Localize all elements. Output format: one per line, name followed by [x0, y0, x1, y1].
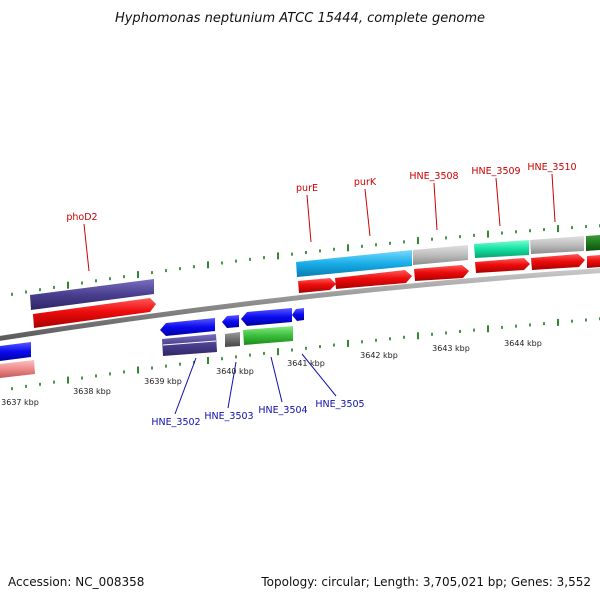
kbp-label: 3640 kbp: [216, 367, 254, 376]
leader-HNE_3504: [270, 356, 283, 403]
label-purK[interactable]: purK: [354, 177, 377, 188]
cds-HNE_3509[interactable]: [475, 258, 530, 273]
cds-edge-red[interactable]: [587, 255, 600, 268]
cds-HNE_3504[interactable]: [241, 308, 292, 326]
gene-HNE_3502[interactable]: [162, 334, 217, 356]
gene-phoD2[interactable]: [30, 279, 154, 310]
cds-HNE_3510[interactable]: [531, 254, 585, 270]
reverse-gene-labels: HNE_3502 HNE_3503 HNE_3504 HNE_3505: [151, 399, 364, 428]
gene-HNE_3510[interactable]: [530, 236, 584, 254]
cds-HNE_3505[interactable]: [292, 308, 304, 321]
leader-HNE_3508: [433, 182, 438, 231]
label-HNE_3509[interactable]: HNE_3509: [471, 166, 520, 177]
label-HNE_3508[interactable]: HNE_3508: [409, 171, 458, 182]
reverse-strand-features: [0, 308, 304, 378]
kbp-label: 3643 kbp: [432, 344, 470, 353]
label-leaders: [83, 173, 556, 415]
kbp-label: 3638 kbp: [73, 387, 111, 396]
leader-HNE_3510: [551, 173, 556, 223]
cds-purK[interactable]: [335, 270, 412, 289]
forward-strand-features: [30, 235, 600, 328]
gene-HNE_3509[interactable]: [474, 240, 529, 258]
leader-HNE_3502: [174, 357, 197, 415]
leader-purK: [364, 188, 371, 237]
genome-backbone: [0, 268, 600, 341]
label-phoD2[interactable]: phoD2: [66, 212, 97, 223]
gene-edge-blue[interactable]: [0, 342, 31, 361]
kbp-label: 3644 kbp: [504, 339, 542, 348]
gene-HNE_3502-stripe: [162, 340, 217, 346]
label-HNE_3502[interactable]: HNE_3502: [151, 417, 200, 428]
label-HNE_3504[interactable]: HNE_3504: [258, 405, 307, 416]
cds-edge-pink[interactable]: [0, 360, 35, 378]
accession-text: Accession: NC_008358: [8, 575, 144, 589]
cds-phoD2[interactable]: [33, 298, 156, 328]
outer-tick-ring: [11, 224, 600, 296]
cds-purE[interactable]: [298, 278, 336, 293]
gene-purK[interactable]: [413, 245, 468, 265]
leader-phoD2: [83, 223, 90, 272]
cds-HNE_3503[interactable]: [222, 315, 239, 328]
gene-HNE_3504[interactable]: [243, 326, 293, 345]
kbp-label: 3637 kbp: [1, 398, 39, 407]
kbp-label: 3639 kbp: [144, 377, 182, 386]
leader-HNE_3505: [301, 353, 337, 397]
label-HNE_3505[interactable]: HNE_3505: [315, 399, 364, 410]
kbp-label: 3642 kbp: [360, 351, 398, 360]
kbp-scale-labels: 3637 kbp 3638 kbp 3639 kbp 3640 kbp 3641…: [1, 339, 542, 407]
gene-edge-green[interactable]: [586, 235, 600, 251]
gene-HNE_3503[interactable]: [225, 332, 240, 347]
cds-HNE_3502[interactable]: [160, 318, 215, 336]
genome-summary-text: Topology: circular; Length: 3,705,021 bp…: [260, 575, 591, 589]
inner-tick-ring: [11, 317, 600, 391]
gene-purE[interactable]: [296, 250, 412, 277]
leader-purE: [306, 194, 312, 243]
label-HNE_3503[interactable]: HNE_3503: [204, 411, 253, 422]
cds-HNE_3508[interactable]: [414, 265, 469, 281]
leader-HNE_3509: [495, 177, 501, 227]
label-purE[interactable]: purE: [296, 183, 318, 194]
kbp-label: 3641 kbp: [287, 359, 325, 368]
label-HNE_3510[interactable]: HNE_3510: [527, 162, 576, 173]
map-title: Hyphomonas neptunium ATCC 15444, complet…: [115, 11, 485, 26]
leader-HNE_3503: [227, 361, 237, 409]
forward-gene-labels: phoD2 purE purK HNE_3508 HNE_3509 HNE_35…: [66, 162, 576, 223]
